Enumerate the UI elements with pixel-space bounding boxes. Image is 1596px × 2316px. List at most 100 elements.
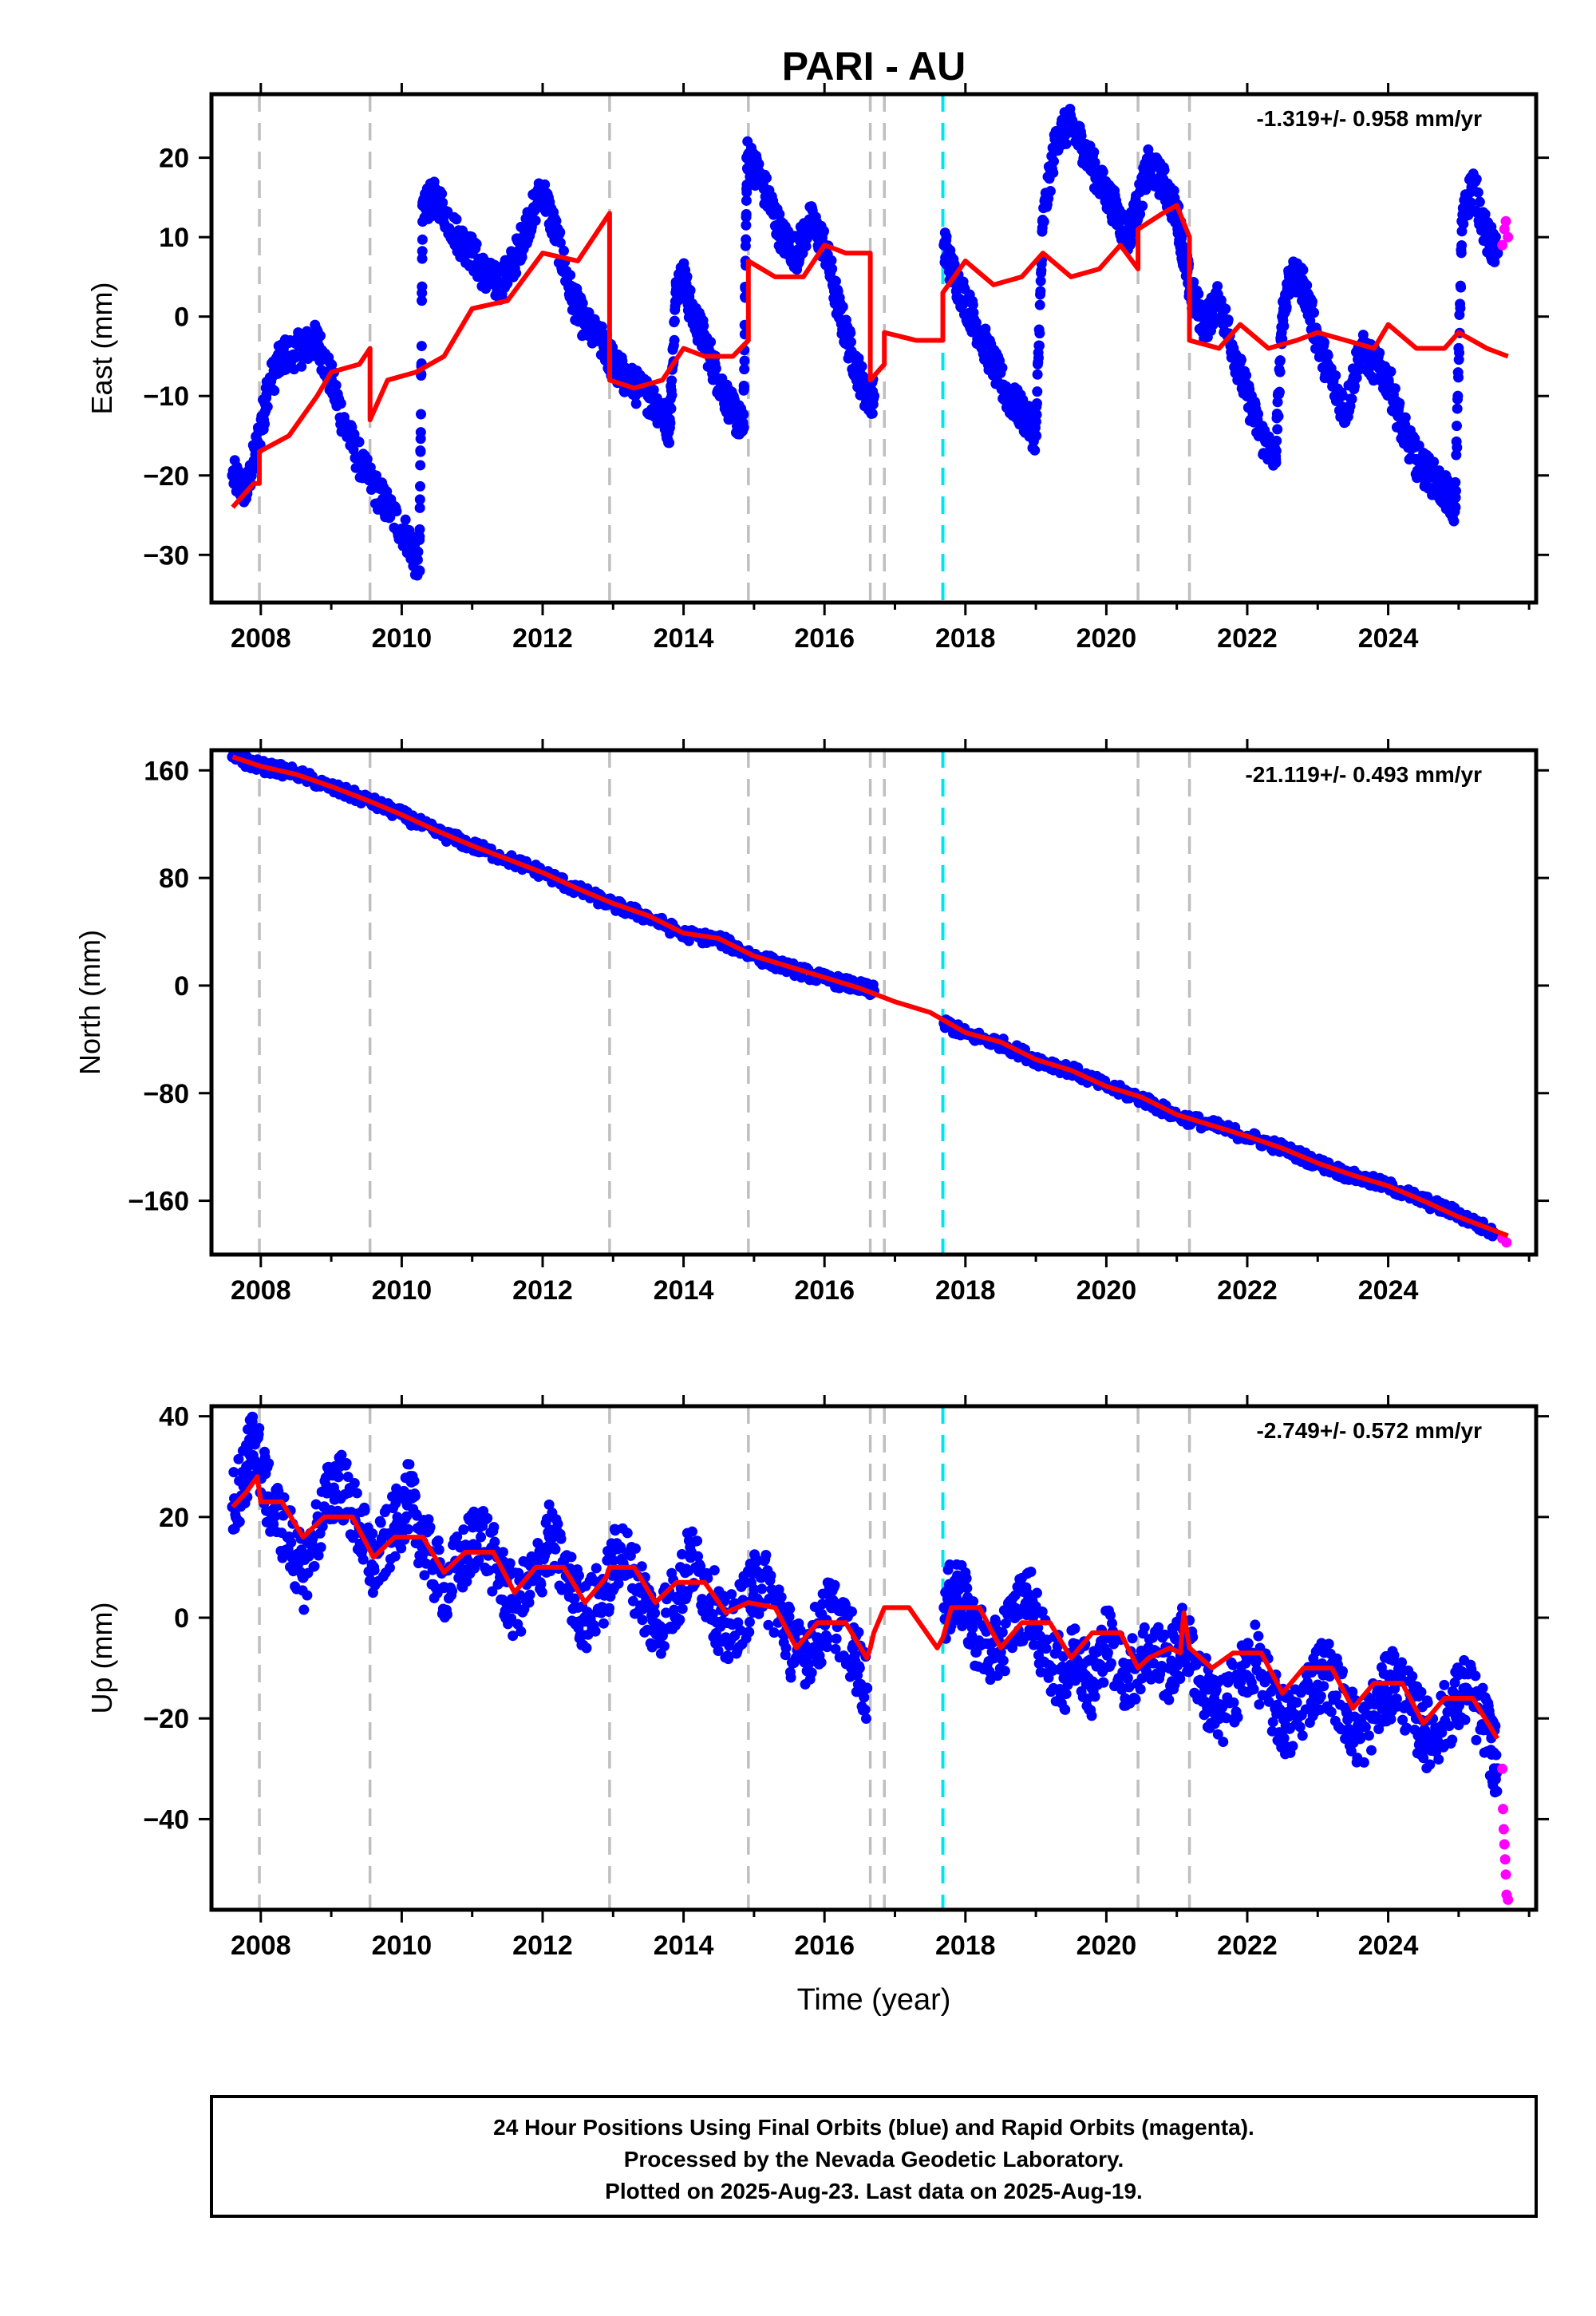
- east-final-fill-91-13: [1474, 196, 1485, 207]
- east-final-fill-75-17: [1274, 366, 1286, 377]
- east-final-fill-90-22: [1465, 197, 1476, 208]
- east-final-fill-22-13: [558, 245, 569, 256]
- up-final-fill-20-7: [569, 1593, 580, 1604]
- east-final-fill-89-21: [1456, 282, 1467, 293]
- east-xtick-label-2: 2012: [512, 623, 573, 654]
- east-final-fill-22-6: [555, 227, 566, 238]
- up-final-fill-47-5: [1089, 1691, 1100, 1702]
- east-final-fill-91-23: [1479, 208, 1491, 219]
- east-final-fill-84-13: [1389, 383, 1400, 394]
- east-final-fill-89-4: [1451, 449, 1462, 460]
- east-final-fill-64-11: [1137, 200, 1148, 211]
- east-final-fill-11-23: [413, 546, 424, 557]
- east-rapid-point-2: [1500, 215, 1511, 227]
- up-final-fill-27-8: [692, 1535, 703, 1547]
- east-final-fill-7-9: [330, 380, 342, 391]
- up-final-fill-32-13: [784, 1611, 795, 1622]
- up-final-fill-34-9: [816, 1599, 828, 1610]
- up-final-fill-35-25: [846, 1606, 857, 1617]
- east-ytick-label-4: 10: [159, 223, 189, 253]
- up-final-fill-14-3: [461, 1576, 472, 1587]
- up-final-fill-13-10: [447, 1585, 458, 1596]
- up-final-fill-36-11: [853, 1626, 864, 1638]
- up-final-fill-35-4: [829, 1579, 840, 1591]
- east-final-fill-75-2: [1270, 457, 1282, 468]
- up-final-fill-24-25: [650, 1607, 661, 1618]
- up-final-fill-10-1: [389, 1551, 401, 1562]
- east-final-fill-89-1: [1450, 476, 1461, 488]
- up-final-fill-11-1: [404, 1459, 415, 1470]
- north-xtick-label-0: 2008: [231, 1275, 291, 1306]
- up-final-fill-26-6: [674, 1614, 685, 1626]
- up-final-fill-50-6: [1148, 1658, 1159, 1669]
- east-final-fill-24-21: [596, 321, 607, 332]
- up-final-fill-31-1: [757, 1583, 768, 1595]
- up-final-fill-7-4: [336, 1449, 347, 1460]
- east-final-fill-37-19: [741, 219, 752, 231]
- up-final-fill-6-5: [322, 1488, 333, 1499]
- east-final-fill-37-21: [741, 208, 752, 219]
- up-final-fill-10-12: [396, 1543, 407, 1554]
- east-final-fill-30-3: [665, 417, 676, 429]
- east-final-fill-56-3: [1031, 409, 1042, 421]
- up-final-fill-54-5: [1218, 1737, 1229, 1748]
- east-final-point-48: [868, 390, 879, 402]
- up-final-fill-29-18: [735, 1625, 746, 1636]
- east-final-fill-56-14: [1034, 328, 1045, 339]
- up-final-fill-45-20: [1069, 1623, 1080, 1634]
- east-final-fill-56-17: [1035, 286, 1046, 297]
- up-plot-area: [227, 1411, 1514, 1905]
- up-final-fill-41-12: [998, 1655, 1009, 1666]
- up-final-fill-50-25: [1163, 1694, 1175, 1705]
- east-final-fill-55-24: [1029, 445, 1041, 456]
- east-final-fill-27-11: [630, 398, 642, 409]
- up-final-fill-54-18: [1228, 1697, 1239, 1708]
- up-final-fill-17-8: [516, 1626, 527, 1637]
- up-final-fill-55-15: [1242, 1638, 1254, 1649]
- up-final-fill-1-22: [247, 1411, 259, 1422]
- up-final-fill-0-13: [234, 1516, 245, 1528]
- east-final-fill-56-13: [1034, 340, 1045, 351]
- east-final-fill-70-23: [1212, 281, 1223, 292]
- east-final-fill-28-10: [648, 384, 659, 395]
- east-final-fill-2-25: [262, 401, 273, 413]
- up-final-fill-19-14: [555, 1533, 567, 1544]
- east-final-fill-19-14: [516, 251, 527, 263]
- up-final-fill-12-7: [423, 1514, 434, 1525]
- east-final-fill-14-6: [437, 188, 448, 200]
- east-final-fill-37-18: [741, 234, 752, 245]
- east-final-fill-56-10: [1033, 352, 1044, 363]
- up-final-fill-16-23: [508, 1630, 519, 1642]
- up-final-fill-14-21: [471, 1540, 482, 1551]
- east-final-point-93: [1491, 247, 1503, 259]
- east-final-fill-61-7: [1097, 166, 1108, 177]
- up-final-fill-15-19: [489, 1536, 500, 1547]
- east-final-fill-34-11: [705, 337, 717, 348]
- up-final-fill-45-2: [1060, 1704, 1071, 1715]
- east-final-fill-12-17: [416, 341, 427, 352]
- east-final-fill-11-22: [412, 554, 423, 565]
- east-xtick-label-8: 2024: [1358, 623, 1419, 654]
- east-final-fill-85-6: [1400, 412, 1411, 423]
- up-final-fill-33-19: [806, 1667, 817, 1678]
- up-final-fill-26-11: [677, 1603, 688, 1614]
- up-final-fill-22-6: [604, 1603, 615, 1614]
- up-final-fill-29-3: [723, 1654, 734, 1665]
- up-final-fill-17-19: [524, 1589, 535, 1600]
- east-final-fill-12-5: [414, 494, 425, 505]
- up-final-fill-5-5: [302, 1590, 313, 1601]
- east-final-fill-20-13: [530, 215, 541, 226]
- up-final-fill-31-16: [768, 1627, 780, 1638]
- east-final-fill-89-24: [1456, 239, 1468, 251]
- up-final-fill-56-1: [1250, 1619, 1261, 1630]
- up-final-fill-10-25: [403, 1524, 414, 1535]
- east-final-fill-56-18: [1035, 275, 1046, 287]
- east-final-fill-44-14: [827, 263, 838, 275]
- east-final-fill-22-7: [555, 237, 566, 248]
- east-final-fill-12-20: [417, 281, 428, 292]
- east-final-fill-75-11: [1273, 411, 1284, 422]
- east-final-fill-49-8: [941, 231, 952, 242]
- east-final-fill-42-18: [800, 240, 812, 251]
- up-final-fill-40-1: [968, 1596, 979, 1607]
- up-final-fill-39-15: [961, 1573, 972, 1584]
